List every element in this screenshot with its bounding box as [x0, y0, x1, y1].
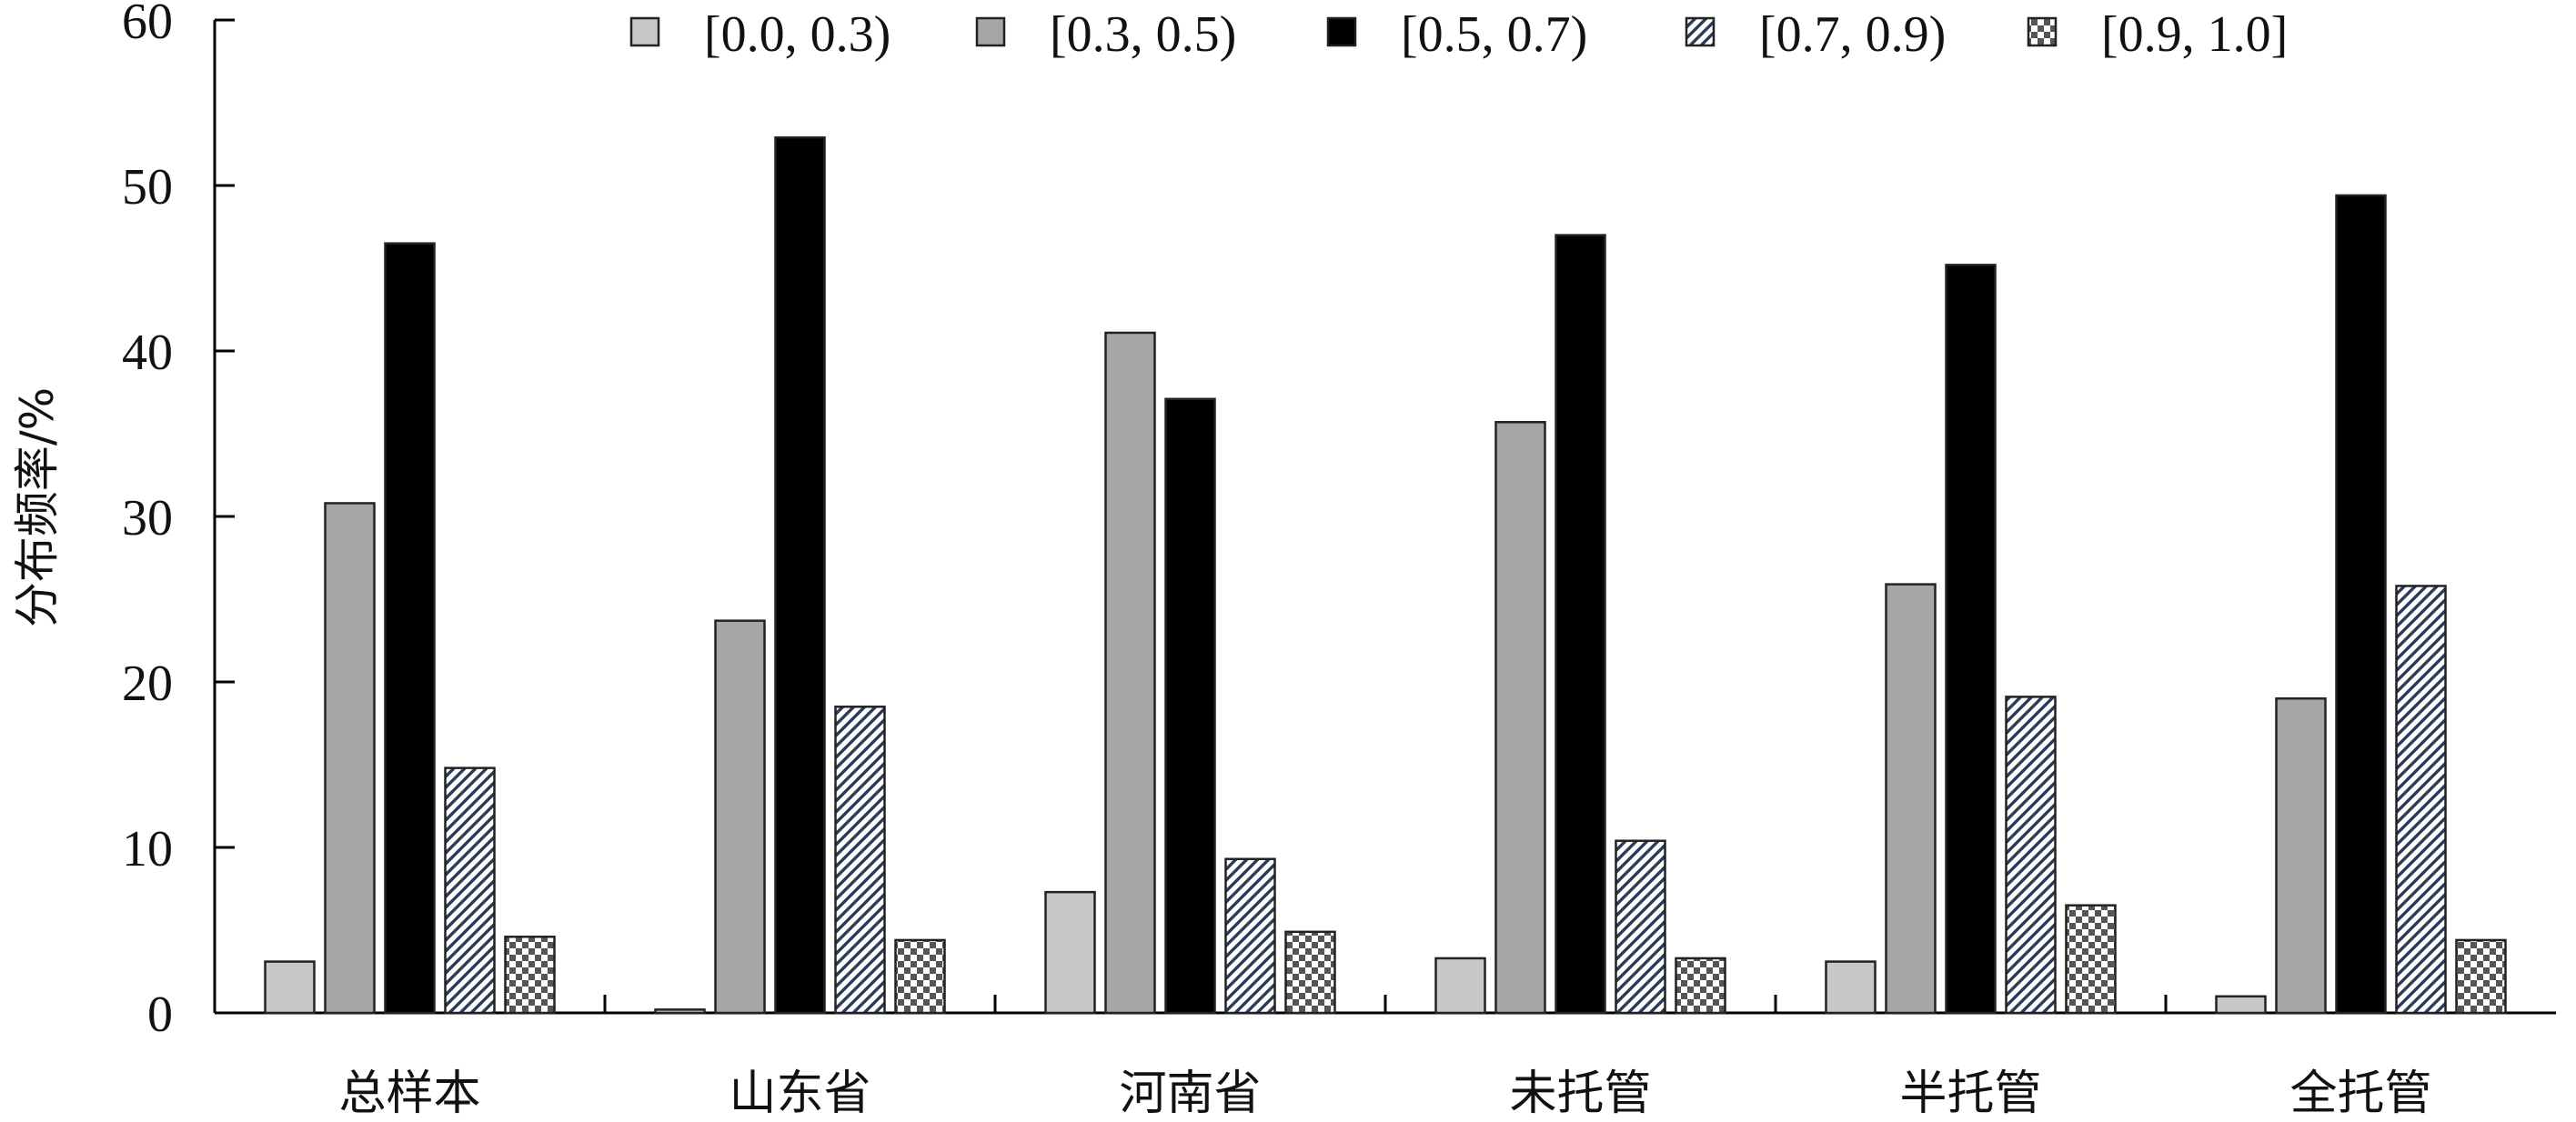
bar-4-4 [2065, 904, 2117, 1015]
bar-5-3 [2395, 585, 2447, 1015]
bar-3-0 [1434, 957, 1486, 1015]
bar-2-1 [1104, 331, 1156, 1015]
bar-4-2 [1945, 264, 1997, 1015]
bar-3-3 [1615, 839, 1666, 1015]
x-tick-label: 总样本 [338, 1067, 480, 1121]
x-tick-label: 河南省 [1119, 1067, 1261, 1121]
legend-swatch [629, 16, 660, 47]
legend-label: [0.0, 0.3) [704, 6, 891, 63]
bar-2-3 [1224, 857, 1276, 1015]
bar-4-3 [2005, 696, 2057, 1015]
bars [264, 135, 2507, 1015]
bar-2-2 [1164, 397, 1216, 1015]
bar-0-1 [324, 502, 376, 1015]
bar-3-1 [1494, 421, 1546, 1015]
bar-5-1 [2275, 696, 2327, 1015]
legend-label: [0.7, 0.9) [1759, 6, 1946, 63]
bar-0-0 [264, 960, 316, 1015]
legend-swatch [1326, 16, 1357, 47]
y-tick-label: 30 [122, 490, 173, 546]
bar-3-4 [1675, 957, 1726, 1015]
legend: [0.0, 0.3) [0.3, 0.5) [0.5, 0.7) [0.7, 0.9)… [629, 6, 2288, 63]
bar-0-4 [504, 936, 556, 1015]
y-tick-label: 60 [122, 0, 173, 50]
bar-5-0 [2215, 995, 2267, 1015]
bar-1-2 [774, 135, 826, 1015]
legend-swatch [975, 16, 1006, 47]
legend-label: [0.5, 0.7) [1401, 6, 1587, 63]
bar-0-2 [384, 242, 436, 1015]
axes: 0 10 20 30 40 50 60 总样本 山东省 河南省 未托管 半托管 全托管 [122, 0, 2556, 1121]
bar-4-0 [1825, 960, 1877, 1015]
y-tick-label: 20 [122, 656, 173, 712]
y-tick-label: 0 [147, 987, 173, 1043]
x-tick-label: 全托管 [2289, 1067, 2431, 1121]
bar-3-2 [1555, 234, 1606, 1015]
y-tick-label: 40 [122, 325, 173, 381]
bar-1-3 [834, 706, 886, 1015]
y-axis-label: 分布频率/% [11, 387, 64, 627]
y-tick-label: 50 [122, 159, 173, 215]
bar-5-4 [2455, 938, 2507, 1015]
bar-1-4 [894, 938, 946, 1015]
bar-2-4 [1284, 930, 1336, 1015]
bar-4-1 [1885, 583, 1937, 1015]
bar-1-0 [654, 1008, 706, 1015]
bar-1-1 [714, 619, 766, 1015]
legend-label: [0.3, 0.5) [1050, 6, 1236, 63]
y-tick-label: 10 [122, 821, 173, 877]
bar-5-2 [2335, 194, 2387, 1015]
legend-label: [0.9, 1.0] [2101, 6, 2288, 63]
x-tick-label: 未托管 [1509, 1067, 1651, 1121]
legend-swatch [1685, 16, 1716, 47]
x-tick-label: 山东省 [729, 1067, 870, 1121]
bar-0-3 [444, 766, 496, 1015]
x-tick-label: 半托管 [1899, 1067, 2041, 1121]
legend-swatch [2027, 16, 2058, 47]
bar-2-0 [1044, 890, 1096, 1015]
